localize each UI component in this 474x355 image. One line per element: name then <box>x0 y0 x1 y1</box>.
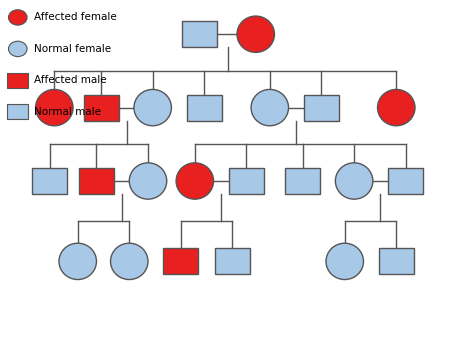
FancyBboxPatch shape <box>229 168 264 194</box>
FancyBboxPatch shape <box>182 21 217 47</box>
Text: Affected female: Affected female <box>34 12 117 22</box>
FancyBboxPatch shape <box>215 248 250 274</box>
FancyBboxPatch shape <box>163 248 198 274</box>
FancyBboxPatch shape <box>304 94 339 121</box>
FancyBboxPatch shape <box>8 73 28 88</box>
Ellipse shape <box>326 243 364 279</box>
Ellipse shape <box>9 10 27 25</box>
Ellipse shape <box>59 243 97 279</box>
Ellipse shape <box>176 163 214 199</box>
FancyBboxPatch shape <box>32 168 67 194</box>
Text: Affected male: Affected male <box>34 75 107 85</box>
FancyBboxPatch shape <box>187 94 222 121</box>
FancyBboxPatch shape <box>79 168 114 194</box>
Text: Normal male: Normal male <box>34 107 101 117</box>
FancyBboxPatch shape <box>83 94 118 121</box>
Text: Normal female: Normal female <box>34 44 111 54</box>
Ellipse shape <box>9 41 27 56</box>
Ellipse shape <box>237 16 274 53</box>
Ellipse shape <box>110 243 148 279</box>
Ellipse shape <box>134 89 172 126</box>
FancyBboxPatch shape <box>379 248 414 274</box>
Ellipse shape <box>377 89 415 126</box>
FancyBboxPatch shape <box>388 168 423 194</box>
Ellipse shape <box>129 163 167 199</box>
FancyBboxPatch shape <box>8 104 28 120</box>
Ellipse shape <box>336 163 373 199</box>
Ellipse shape <box>251 89 289 126</box>
FancyBboxPatch shape <box>285 168 320 194</box>
Ellipse shape <box>36 89 73 126</box>
